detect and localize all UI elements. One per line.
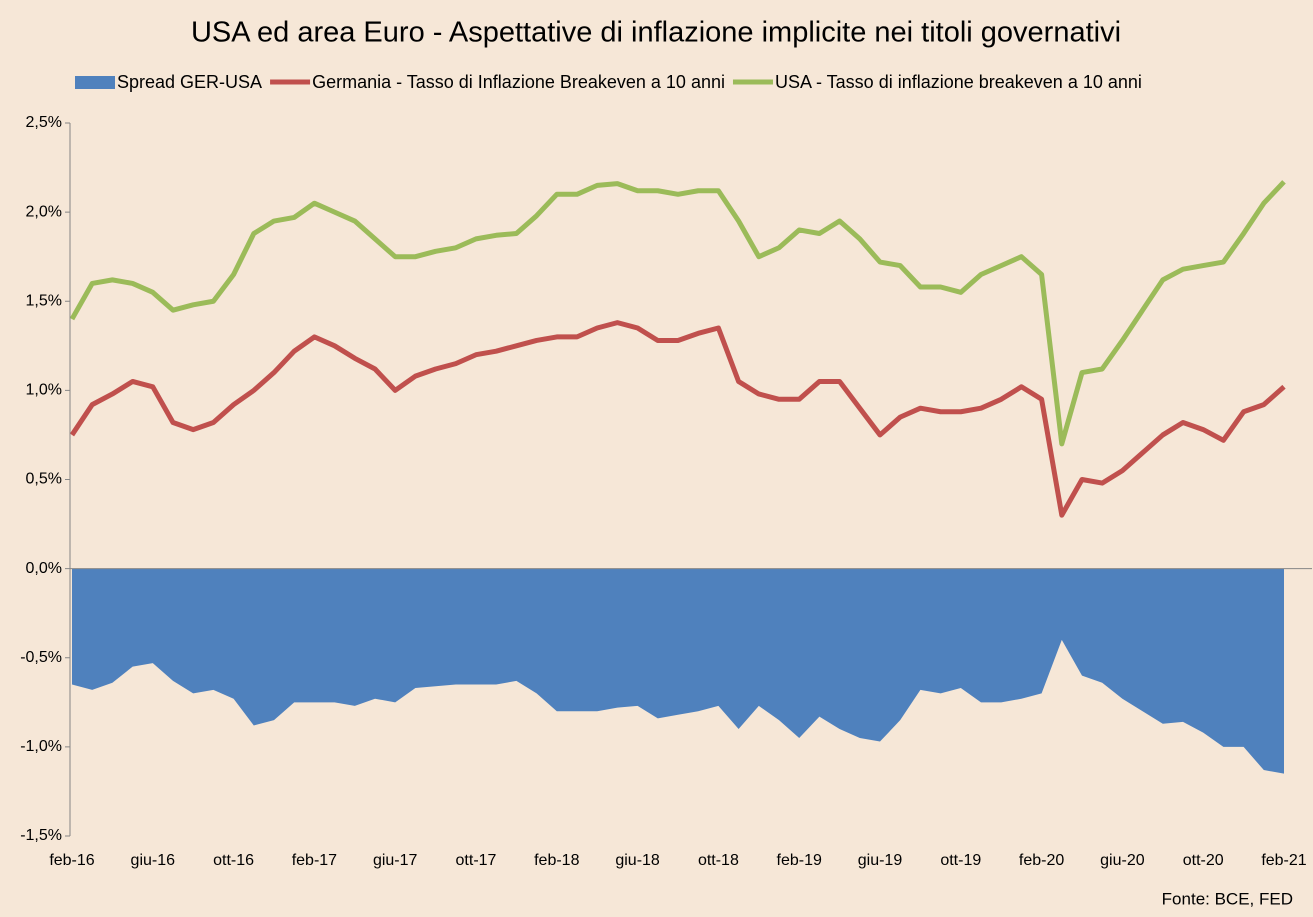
spread-area [72, 568, 1284, 774]
legend-label: Spread GER-USA [117, 72, 262, 92]
y-tick-label: 1,0% [26, 382, 62, 399]
x-tick-label: giu-19 [858, 852, 903, 869]
legend-label: USA - Tasso di inflazione breakeven a 10… [775, 72, 1142, 92]
series-line [69, 320, 1286, 518]
x-tick-label: giu-18 [615, 852, 660, 869]
series-line [69, 180, 1286, 447]
y-tick-label: 1,5% [26, 292, 62, 309]
x-tick-label: giu-16 [131, 852, 176, 869]
x-tick-label: feb-18 [534, 852, 579, 869]
chart-title: USA ed area Euro - Aspettative di inflaz… [191, 17, 1121, 49]
source-note: Fonte: BCE, FED [1162, 889, 1293, 908]
y-tick-label: 2,5% [26, 114, 62, 131]
x-tick-label: feb-16 [49, 852, 94, 869]
legend-label: Germania - Tasso di Inflazione Breakeven… [312, 72, 725, 92]
x-tick-label: feb-19 [777, 852, 822, 869]
y-tick-label: 0,5% [26, 471, 62, 488]
legend-swatch [75, 76, 115, 89]
x-tick-label: ott-19 [940, 852, 981, 869]
y-tick-label: -0,5% [20, 649, 62, 666]
y-tick-label: 0,0% [26, 560, 62, 577]
x-tick-label: ott-17 [456, 852, 497, 869]
x-tick-label: giu-17 [373, 852, 418, 869]
x-tick-label: ott-20 [1183, 852, 1224, 869]
y-tick-label: -1,0% [20, 738, 62, 755]
legend: Spread GER-USA Germania - Tasso di Inflaz… [75, 72, 1142, 92]
x-tick-label: ott-16 [213, 852, 254, 869]
y-tick-label: -1,5% [20, 827, 62, 844]
x-tick-label: feb-20 [1019, 852, 1064, 869]
y-tick-label: 2,0% [26, 203, 62, 220]
x-tick-label: feb-17 [292, 852, 337, 869]
x-tick-label: ott-18 [698, 852, 739, 869]
x-tick-label: giu-20 [1100, 852, 1145, 869]
x-tick-label: feb-21 [1261, 852, 1306, 869]
